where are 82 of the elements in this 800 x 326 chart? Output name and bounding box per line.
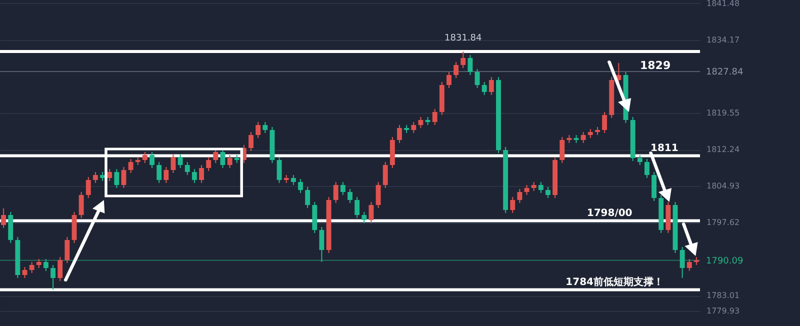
candlestick [192, 168, 197, 184]
candlestick [256, 122, 261, 138]
candlestick [580, 132, 586, 144]
candlestick [305, 186, 310, 208]
candlestick [107, 168, 112, 182]
y-tick-label: 1812.24 [706, 145, 740, 154]
candlestick [538, 182, 544, 194]
candlestick [637, 154, 642, 166]
candlestick [560, 136, 565, 164]
candlestick [686, 258, 692, 272]
candlestick [142, 152, 148, 164]
candlestick [460, 51, 466, 68]
candlestick [354, 196, 360, 218]
ref-line-label: 1811 [650, 142, 678, 154]
candlestick [376, 182, 381, 208]
candlestick [333, 182, 338, 204]
candlestick [29, 262, 34, 274]
ref-line-label: 1798/00 [586, 208, 632, 219]
ref-line-label: 1790.09 [706, 256, 744, 266]
candlestick [64, 236, 70, 264]
candlestick [248, 132, 254, 152]
candlestick [340, 182, 346, 196]
candlestick [262, 122, 268, 134]
candlestick [227, 154, 232, 168]
annotation: 1829 [640, 59, 671, 72]
candlestick [50, 264, 56, 290]
y-tick-label: 1797.62 [706, 218, 740, 228]
ref-line-label: 1827.84 [706, 68, 744, 78]
candlestick [78, 192, 84, 218]
candlestick [86, 176, 91, 198]
candlestick [411, 122, 416, 134]
candlestick [680, 246, 685, 278]
candlestick [644, 158, 650, 178]
candlestick [170, 154, 176, 174]
y-tick-label: 1779.93 [706, 306, 740, 316]
candlestick [348, 188, 352, 204]
candlestick [1, 208, 6, 228]
candlestick [488, 76, 494, 96]
y-tick-label: 1841.48 [706, 0, 740, 8]
candlestick [474, 68, 480, 88]
candlestick [524, 184, 530, 196]
y-tick-label: 1783.01 [706, 291, 740, 300]
candlestick [184, 162, 190, 176]
annotation: 1831.84 [444, 34, 482, 44]
candlestick [362, 212, 367, 224]
candlestick [510, 196, 516, 214]
candlestick [92, 172, 98, 184]
candlestick [43, 258, 48, 272]
candlestick [156, 162, 162, 184]
candlestick [298, 178, 303, 194]
y-tick-label: 1819.55 [706, 108, 740, 118]
candlestick [290, 174, 296, 186]
candlestick [454, 62, 459, 78]
candlestick [164, 166, 169, 184]
candlestick [482, 82, 487, 96]
candlestick [432, 108, 438, 126]
candlestick [220, 148, 226, 168]
candlestick [468, 54, 473, 76]
candlestick [206, 156, 212, 172]
candlestick [382, 162, 388, 188]
candlestick [213, 148, 218, 164]
candlestick [368, 202, 374, 224]
candlestick [446, 72, 452, 88]
candlestick [121, 166, 126, 188]
candlestick [397, 124, 402, 144]
candlestick [546, 186, 550, 198]
candlestick [652, 172, 657, 202]
ref-line-label: 1784前低短期支撑！ [566, 276, 664, 288]
candlestick [150, 152, 154, 168]
candlestick [517, 188, 522, 204]
candlestick [22, 266, 28, 278]
candlestick [602, 112, 608, 134]
candlestick [128, 158, 134, 174]
candlestick [319, 226, 324, 262]
candlestick [114, 168, 120, 188]
candlestick [58, 256, 63, 282]
candlestick [199, 164, 204, 184]
candlestick [178, 154, 183, 168]
y-tick-label: 1834.17 [706, 35, 740, 44]
candlestick [276, 156, 282, 184]
y-tick-label: 1804.93 [706, 182, 740, 191]
candlestick [418, 116, 424, 128]
